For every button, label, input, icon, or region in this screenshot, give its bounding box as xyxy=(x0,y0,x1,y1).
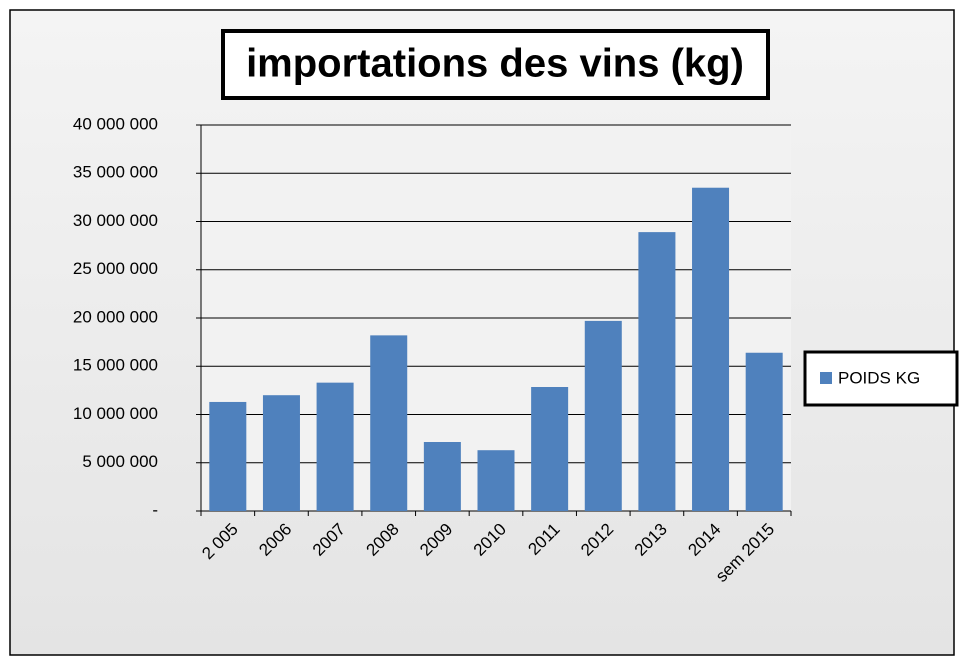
y-tick-label: 30 000 000 xyxy=(73,211,158,230)
bar xyxy=(477,450,515,511)
bar xyxy=(423,442,461,511)
y-tick-label: 25 000 000 xyxy=(73,259,158,278)
bar xyxy=(638,232,676,512)
y-tick-label: 40 000 000 xyxy=(73,114,158,133)
y-tick-label: 5 000 000 xyxy=(82,452,158,471)
bar xyxy=(316,382,354,511)
legend-swatch xyxy=(820,372,832,384)
y-tick-label: 35 000 000 xyxy=(73,163,158,182)
y-tick-label: 20 000 000 xyxy=(73,307,158,326)
bar xyxy=(531,386,569,511)
chart-title: importations des vins (kg) xyxy=(246,42,744,86)
bar xyxy=(209,401,247,511)
y-tick-label: - xyxy=(152,500,158,519)
bar xyxy=(692,187,730,511)
bar xyxy=(370,335,408,511)
title-box xyxy=(221,29,770,100)
bar xyxy=(262,395,300,511)
y-tick-label: 10 000 000 xyxy=(73,404,158,423)
bar xyxy=(745,352,783,511)
legend-label: POIDS KG xyxy=(838,368,920,387)
bar xyxy=(584,320,622,511)
y-tick-label: 15 000 000 xyxy=(73,356,158,375)
